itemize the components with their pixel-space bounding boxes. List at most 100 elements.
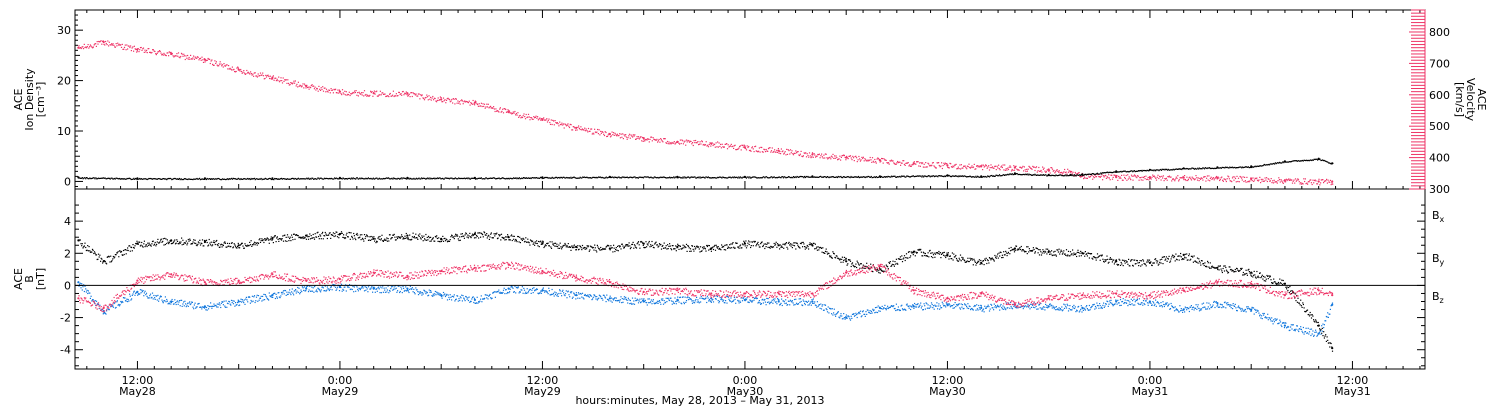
bx-series-sample [1048,250,1049,251]
velocity-series-sample [192,57,193,58]
bx-series-sample [639,248,640,249]
bx-series-sample [1160,263,1161,264]
bx-series-sample [543,247,544,248]
bx-series-sample [1108,262,1109,263]
bx-series-sample [1063,250,1064,251]
bx-series-sample [807,246,808,247]
velocity-series-sample [322,86,323,87]
velocity-series-sample [124,47,125,48]
velocity-series-sample [1305,178,1306,179]
velocity-series-sample [141,50,142,51]
bx-series-sample [1092,259,1093,260]
bx-series-sample [1154,262,1155,263]
velocity-series-sample [1129,176,1130,177]
bx-series-sample [782,247,783,248]
bx-series-sample [963,257,964,258]
velocity-series-sample [500,107,501,108]
bx-series-sample [268,240,269,241]
bx-series-sample [792,247,793,248]
bx-series-sample [689,251,690,252]
bx-series-sample [1057,250,1058,251]
bx-series-sample [670,248,671,249]
velocity-series-sample [554,124,555,125]
velocity-series-sample [561,123,562,124]
velocity-series-sample [522,117,523,118]
bx-series-sample [519,237,520,238]
bx-series-sample [445,240,446,241]
velocity-series-point [946,164,948,166]
velocity-series-sample [1195,175,1196,176]
bx-series-sample [856,267,857,268]
velocity-series-sample [1183,179,1184,180]
velocity-series-sample [710,146,711,147]
bx-series-sample [814,248,815,249]
bx-series-sample [893,264,894,265]
velocity-series-sample [1192,177,1193,178]
velocity-series-sample [992,166,993,167]
bx-series-sample [367,236,368,237]
velocity-series-sample [1259,177,1260,178]
bx-series-sample [288,237,289,238]
bx-series-sample [290,237,291,238]
bx-series-sample [190,240,191,241]
velocity-series-sample [120,44,121,45]
bx-series-sample [705,251,706,252]
velocity-series-sample [198,57,199,58]
bx-series-sample [1065,253,1066,254]
velocity-series-sample [788,150,789,151]
bx-series-sample [116,254,117,255]
velocity-series-sample [1120,177,1121,178]
bx-series-sample [631,247,632,248]
bx-series-sample [1102,255,1103,256]
bx-series-sample [1051,250,1052,251]
bx-series-sample [165,244,166,245]
bx-series-sample [865,266,866,267]
velocity-series-sample [403,94,404,95]
velocity-series-sample [1106,178,1107,179]
velocity-series-sample [117,43,118,44]
bx-series-sample [540,241,541,242]
bx-series-sample [330,232,331,233]
bx-series-sample [851,266,852,267]
bx-series-sample [970,260,971,261]
bx-series-sample [778,244,779,245]
bx-series-point [406,235,408,237]
bx-series-sample [462,233,463,234]
velocity-series-sample [1281,181,1282,182]
velocity-series-sample [623,138,624,139]
velocity-series-sample [335,89,336,90]
bx-series-sample [1038,249,1039,250]
velocity-series-sample [974,164,975,165]
bx-series-sample [195,243,196,244]
velocity-series-sample [781,148,782,149]
bx-series-sample [1252,273,1253,274]
velocity-series-sample [836,157,837,158]
bx-series-sample [703,246,704,247]
bx-series-sample [739,248,740,249]
velocity-series-sample [914,161,915,162]
bx-series-sample [732,242,733,243]
velocity-series-sample [130,45,131,46]
bx-series-sample [635,245,636,246]
velocity-series-sample [531,117,532,118]
bx-series-sample [454,236,455,237]
velocity-series-sample [1191,179,1192,180]
velocity-series-sample [877,159,878,160]
velocity-series-sample [854,160,855,161]
velocity-series-sample [1051,167,1052,168]
bx-series-sample [554,243,555,244]
bx-series-sample [120,251,121,252]
bx-series-sample [1081,255,1082,256]
velocity-series-sample [716,146,717,147]
bx-series-sample [664,243,665,244]
velocity-series-sample [439,99,440,100]
velocity-series-sample [575,130,576,131]
bx-series-sample [459,236,460,237]
bx-series-sample [321,233,322,234]
velocity-series-sample [1123,180,1124,181]
bx-series-sample [303,236,304,237]
bx-series-sample [380,239,381,240]
bx-series-sample [944,255,945,256]
bx-series-sample [1183,258,1184,259]
velocity-series-sample [656,139,657,140]
